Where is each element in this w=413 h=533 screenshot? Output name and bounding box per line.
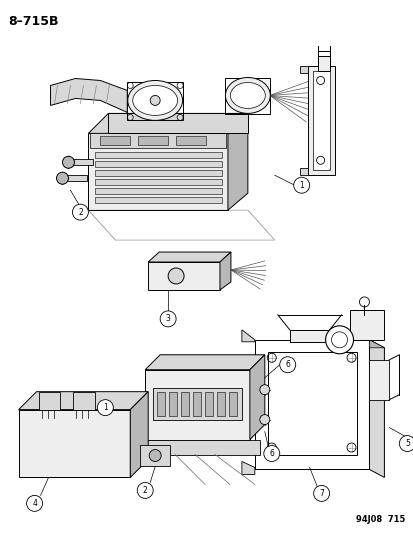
Polygon shape (204, 392, 212, 416)
Polygon shape (138, 136, 168, 146)
Text: 6: 6 (269, 449, 273, 458)
Circle shape (72, 204, 88, 220)
Circle shape (137, 482, 153, 498)
Text: 3: 3 (165, 314, 170, 324)
Polygon shape (100, 136, 130, 146)
Polygon shape (73, 392, 95, 410)
Polygon shape (219, 252, 230, 290)
Circle shape (97, 400, 113, 416)
Polygon shape (267, 352, 357, 455)
Polygon shape (95, 152, 221, 158)
Polygon shape (180, 392, 189, 416)
Circle shape (259, 415, 269, 425)
Polygon shape (95, 179, 221, 185)
Ellipse shape (128, 80, 182, 120)
Polygon shape (317, 55, 329, 70)
Polygon shape (130, 392, 148, 478)
Circle shape (150, 95, 160, 106)
Polygon shape (312, 70, 329, 170)
Text: 5: 5 (404, 439, 409, 448)
Polygon shape (88, 133, 228, 210)
Text: 4: 4 (32, 499, 37, 508)
Circle shape (313, 486, 329, 502)
Circle shape (56, 172, 68, 184)
Polygon shape (88, 114, 247, 133)
Circle shape (160, 311, 176, 327)
Text: 2: 2 (78, 208, 83, 216)
Circle shape (325, 326, 353, 354)
Polygon shape (216, 392, 224, 416)
Circle shape (293, 177, 309, 193)
Polygon shape (95, 188, 221, 194)
Polygon shape (38, 392, 60, 410)
Circle shape (263, 446, 279, 462)
Circle shape (62, 156, 74, 168)
Polygon shape (95, 197, 221, 203)
Polygon shape (228, 114, 247, 210)
Circle shape (149, 449, 161, 462)
Text: 1: 1 (103, 403, 107, 412)
Polygon shape (368, 340, 384, 478)
Polygon shape (299, 168, 307, 175)
Polygon shape (153, 387, 241, 419)
Polygon shape (19, 410, 130, 478)
Polygon shape (135, 440, 259, 455)
Circle shape (259, 385, 269, 394)
Polygon shape (95, 170, 221, 176)
Text: 7: 7 (318, 489, 323, 498)
Polygon shape (368, 360, 389, 400)
Ellipse shape (230, 83, 265, 108)
Polygon shape (349, 310, 384, 340)
Text: 2: 2 (142, 486, 147, 495)
Text: 94J08  715: 94J08 715 (355, 515, 404, 524)
Polygon shape (368, 340, 384, 348)
Circle shape (168, 268, 184, 284)
Polygon shape (157, 392, 165, 416)
Polygon shape (62, 175, 87, 181)
Polygon shape (50, 78, 127, 112)
Ellipse shape (133, 85, 177, 116)
Polygon shape (289, 330, 329, 342)
Circle shape (279, 357, 295, 373)
Polygon shape (90, 133, 225, 148)
Polygon shape (145, 355, 264, 370)
Polygon shape (108, 114, 247, 133)
Polygon shape (299, 66, 307, 72)
Polygon shape (95, 161, 221, 167)
Polygon shape (307, 66, 334, 175)
Ellipse shape (225, 77, 270, 114)
Polygon shape (192, 392, 201, 416)
Polygon shape (148, 252, 230, 262)
Polygon shape (241, 462, 254, 474)
Polygon shape (249, 355, 264, 440)
Polygon shape (145, 370, 249, 440)
Polygon shape (241, 330, 254, 342)
Circle shape (26, 495, 43, 511)
Text: 8–715B: 8–715B (9, 15, 59, 28)
Polygon shape (148, 262, 219, 290)
Circle shape (399, 435, 413, 451)
Polygon shape (169, 392, 177, 416)
Text: 1: 1 (299, 181, 303, 190)
Polygon shape (68, 159, 93, 165)
Text: 6: 6 (285, 360, 290, 369)
Polygon shape (140, 445, 170, 466)
Polygon shape (19, 392, 148, 410)
Polygon shape (176, 136, 206, 146)
Polygon shape (228, 392, 236, 416)
